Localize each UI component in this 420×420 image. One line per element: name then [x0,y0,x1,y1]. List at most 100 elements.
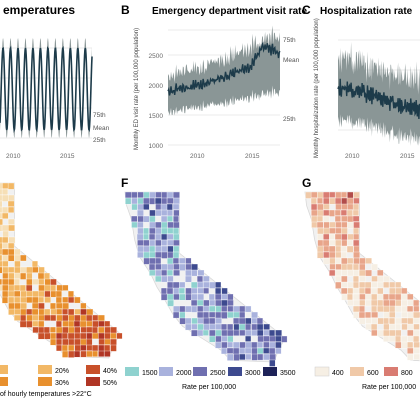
map-g-region-40 [316,221,324,229]
map-f-region-225 [239,341,247,349]
map-g-region-130 [401,287,408,295]
map-g-region-106 [359,275,366,282]
panel-g: G 400 600 800 Rate per 100,000 [302,176,420,391]
map-f-region-109 [167,281,174,289]
map-g-region-80 [323,257,330,265]
map-g-region-221 [400,335,408,343]
map-e-region-152 [8,302,15,310]
map-e-region-225 [86,332,93,340]
map-g-region-126 [370,287,378,295]
map-e-region-250 [110,344,117,352]
map-f-region-84 [172,257,180,264]
map-g-region-89 [335,263,342,270]
map-e-region-164 [26,308,33,315]
map-f-region-5 [155,191,162,198]
map-f-region-8 [172,191,180,199]
map-f-region-92 [179,263,186,271]
map-e-region-105 [20,272,27,280]
map-f-region-9 [125,197,132,205]
panel-b-label-mean: Mean [283,57,300,64]
map-e-region-197 [73,320,81,328]
map-e-region-174 [86,308,94,316]
map-e-region-220 [55,332,63,340]
map-g-region-104 [341,275,348,283]
panel-a-xtick-2015: 2015 [60,153,75,160]
map-g-region-207 [383,329,390,337]
map-g-region-233 [407,341,414,349]
map-f-region-7 [166,191,174,199]
map-f-region-36 [166,215,173,222]
panel-f-swatch-3500 [263,367,277,376]
map-f-region-164 [215,311,222,319]
map-f-region-90 [167,263,174,271]
map-g-region-35 [334,215,341,223]
map-e-region-7 [7,182,15,190]
map-e-region-228 [104,332,111,340]
map-e-region-198 [79,320,87,328]
map-g-region-109 [383,275,390,283]
map-f-region-42 [161,221,168,229]
map-e-region-30 [7,200,15,207]
map-e-region-97 [20,266,28,274]
map-g-region-210 [407,329,414,337]
map-e-region-171 [67,308,75,316]
map-g-region-94 [371,263,378,271]
map-f-region-144 [221,299,228,307]
panel-b-label-75th: 75th [283,37,296,44]
map-e-region-251 [62,350,69,358]
map-g-region-102 [377,269,384,276]
map-e-region-57 [2,230,9,238]
map-f-region-187 [215,323,222,330]
map-f-region-239 [263,347,270,354]
map-e-region-139 [67,290,74,298]
panel-b: B Emergency department visit rate Monthl… [121,3,307,160]
map-g-region-127 [377,287,384,295]
map-f-region-54 [148,233,156,241]
map-f-region-68 [149,245,156,253]
map-g-region-243 [413,347,420,354]
map-g-region-134 [359,293,366,300]
map-e-region-184 [68,314,75,322]
map-f-region-74 [143,251,150,259]
panel-g-legend-600: 600 [367,370,379,377]
map-f-region-55 [155,233,162,241]
map-g-region-16 [353,197,360,204]
map-f-region-220 [281,335,288,343]
panel-a-label-mean: Mean [93,125,110,132]
map-f-region-245 [245,353,252,360]
map-f-region-235 [238,347,246,355]
panel-f: F 1500 2000 2500 3000 3500 Rate per 100,… [121,176,296,391]
map-g-region-27 [328,209,335,217]
map-f-region-32 [137,215,145,223]
map-g-region-199 [407,323,414,331]
map-e-region-64 [8,236,16,244]
map-e-region-200 [92,320,99,328]
map-f-region-155 [227,305,234,312]
map-e-region-166 [38,308,45,316]
map-e-region-243 [68,344,75,352]
map-g-region-105 [352,275,359,283]
map-f-region-213 [221,335,228,342]
map-e-region-252 [68,350,75,358]
map-g-region-86 [359,257,367,265]
map-e-region-98 [26,266,33,274]
map-f-region-33 [143,215,150,223]
map-e-region-188 [92,314,99,321]
map-g-region-33 [316,215,324,222]
map-f-region-156 [232,305,240,313]
map-f-region-37 [173,215,179,223]
map-e-region-185 [74,314,81,322]
map-f-region-158 [244,305,252,313]
map-g-region-26 [323,209,330,216]
map-e-region-170 [62,308,69,315]
panel-f-swatch-2500 [193,367,207,376]
map-f-region-102 [197,269,205,276]
map-f-region-177 [233,317,240,325]
map-f-region-179 [245,317,252,325]
panel-b-label-25th: 25th [283,116,296,123]
map-g-region-30 [346,209,353,217]
map-f-region-170 [179,317,186,325]
map-f-region-146 [173,305,180,313]
map-f-region-70 [161,245,168,253]
